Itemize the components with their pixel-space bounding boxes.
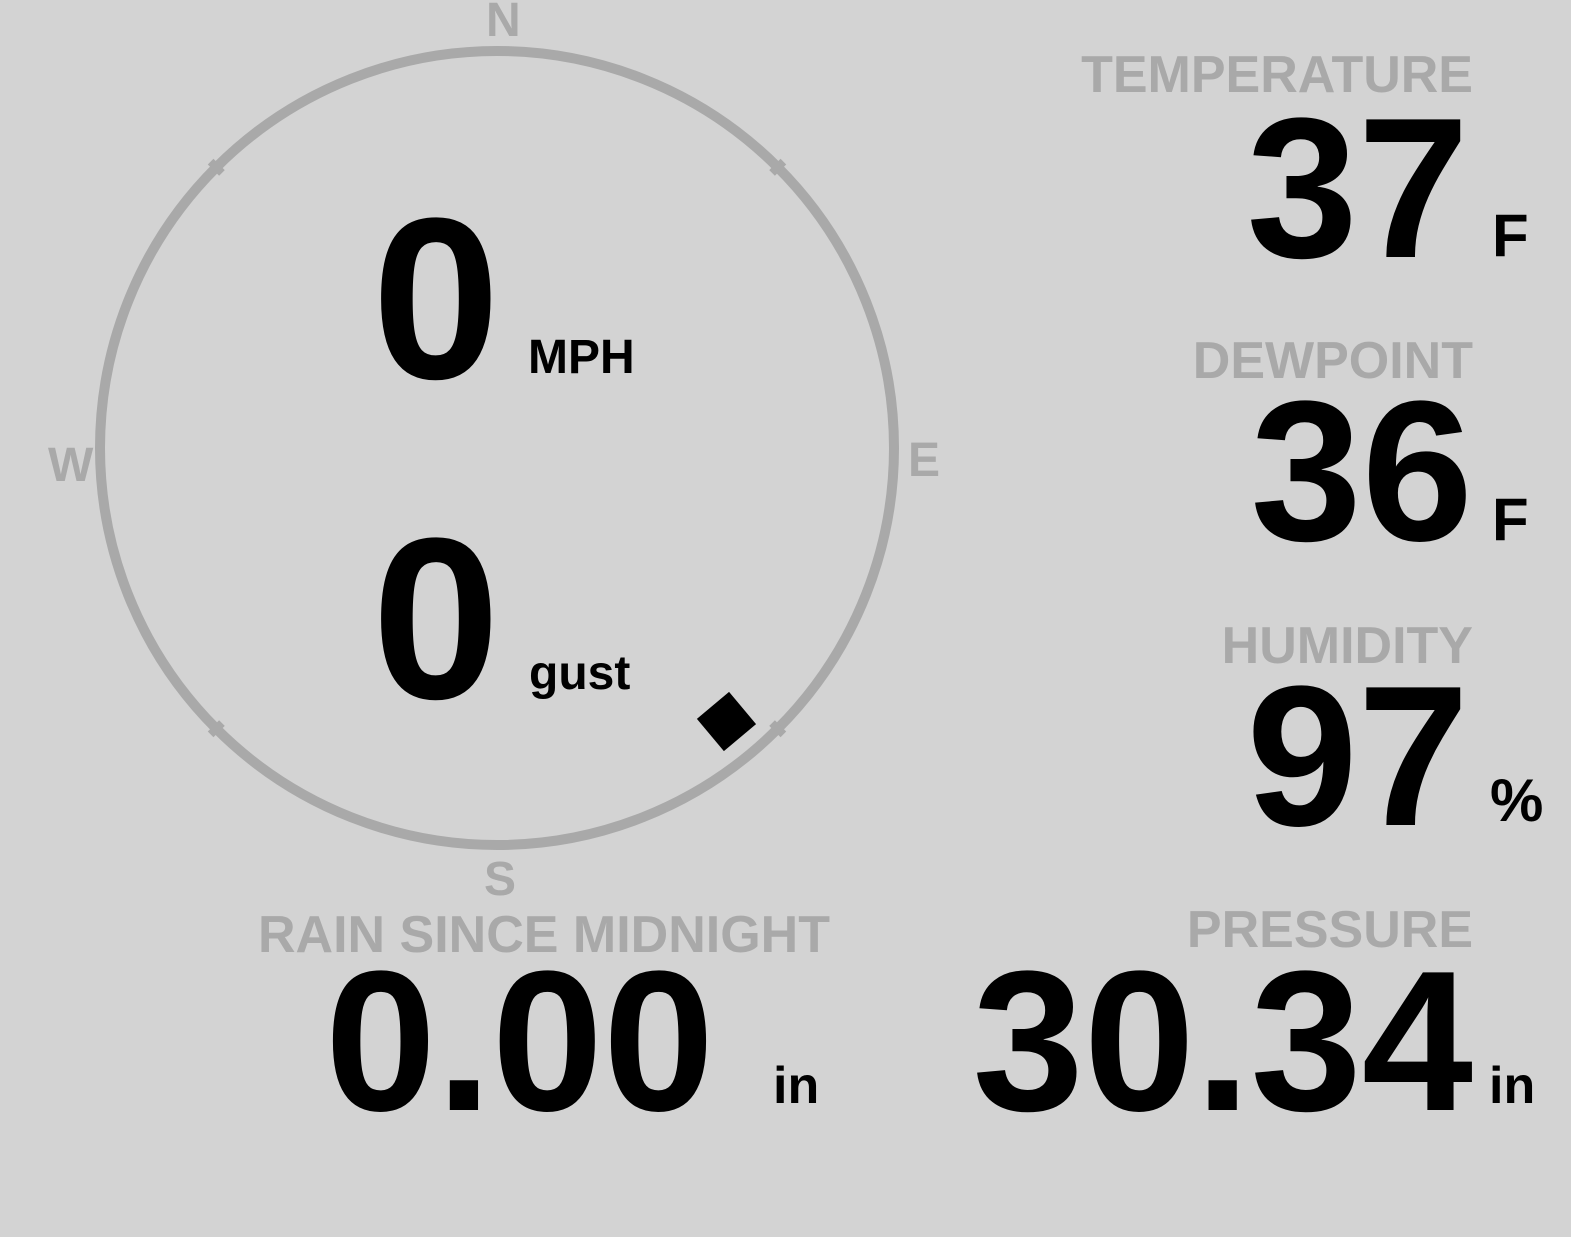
wind-gust-value: 0 <box>372 490 500 747</box>
humidity-unit: % <box>1490 767 1544 834</box>
compass-east: E <box>908 434 941 487</box>
dewpoint-label: DEWPOINT <box>1192 332 1473 390</box>
pressure-value: 30.34 <box>972 930 1474 1153</box>
compass-west: W <box>48 439 94 492</box>
compass-north: N <box>486 0 521 47</box>
wind-speed-value: 0 <box>372 170 500 427</box>
compass-ring <box>95 46 899 850</box>
compass-tick <box>207 158 225 176</box>
rain-value: 0.00 <box>325 930 715 1153</box>
temperature-unit: F <box>1492 202 1529 269</box>
wind-speed-unit: MPH <box>528 331 635 384</box>
dewpoint-unit: F <box>1492 486 1529 553</box>
humidity-value: 97 <box>1246 645 1469 868</box>
wind-gust-unit: gust <box>529 647 631 700</box>
compass-south: S <box>484 853 517 906</box>
pressure-label: PRESSURE <box>1186 901 1473 959</box>
temperature-value: 37 <box>1246 77 1469 300</box>
wind-direction-marker <box>696 691 757 752</box>
compass-tick <box>769 158 787 176</box>
humidity-label: HUMIDITY <box>1221 617 1473 675</box>
rain-label: RAIN SINCE MIDNIGHT <box>258 906 830 964</box>
pressure-unit: in <box>1489 1057 1536 1115</box>
dewpoint-value: 36 <box>1250 360 1473 583</box>
temperature-label: TEMPERATURE <box>1081 46 1473 104</box>
compass-tick <box>769 720 787 738</box>
rain-unit: in <box>773 1057 820 1115</box>
compass-tick <box>207 720 225 738</box>
